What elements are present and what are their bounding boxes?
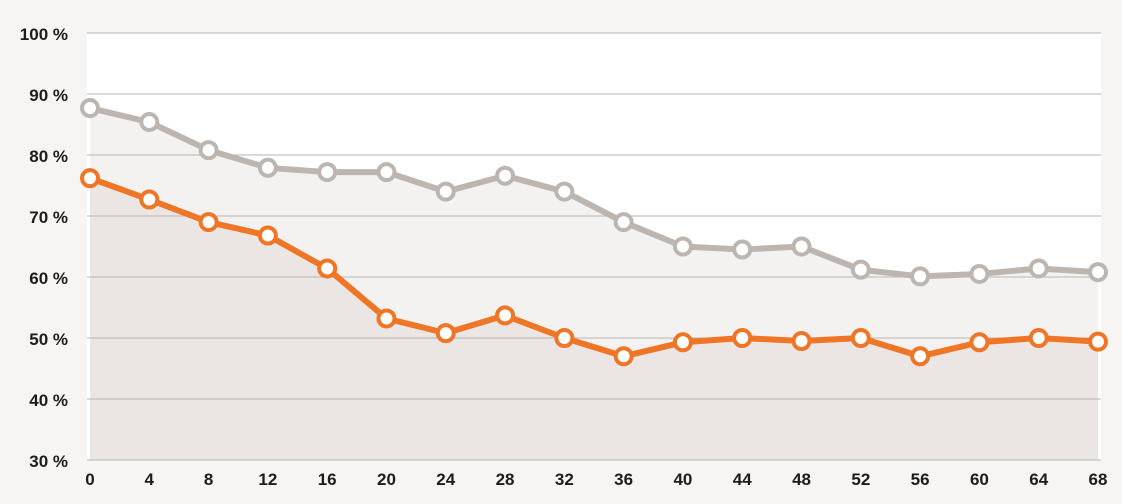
data-point-upper (317, 162, 338, 183)
x-tick-label: 64 (1029, 470, 1048, 489)
data-point-lower (613, 346, 634, 367)
data-point-upper (732, 239, 753, 260)
y-tick-label: 70 % (29, 208, 68, 227)
area-lower (90, 178, 1098, 460)
x-axis-tick-labels: 0 4 8 12 16 20 24 28 32 36 40 44 48 52 56 60 64 68 (85, 470, 1107, 489)
x-tick-label: 40 (673, 470, 692, 489)
data-point-upper (672, 236, 693, 257)
data-point-lower (376, 308, 397, 329)
data-point-upper (1088, 262, 1108, 283)
x-tick-label: 44 (733, 470, 752, 489)
x-tick-label: 32 (555, 470, 574, 489)
data-point-upper (257, 157, 278, 178)
series-markers (80, 98, 1108, 367)
data-point-upper (1028, 258, 1049, 279)
y-tick-label: 90 % (29, 86, 68, 105)
data-point-upper (910, 266, 931, 287)
data-point-lower (732, 328, 753, 348)
x-tick-label: 48 (792, 470, 811, 489)
y-tick-label: 40 % (29, 391, 68, 410)
data-point-upper (198, 140, 219, 161)
y-tick-label: 30 % (29, 452, 68, 471)
data-point-lower (317, 258, 338, 279)
x-tick-label: 36 (614, 470, 633, 489)
data-point-upper (80, 98, 100, 119)
data-point-upper (376, 162, 397, 183)
x-tick-label: 8 (204, 470, 213, 489)
data-point-lower (850, 328, 871, 348)
data-point-upper (435, 181, 456, 202)
data-point-upper (613, 212, 634, 233)
x-tick-label: 20 (377, 470, 396, 489)
data-point-upper (850, 259, 871, 280)
y-tick-label: 100 % (20, 25, 68, 44)
x-tick-label: 52 (851, 470, 870, 489)
series-line-lower (87, 175, 1101, 360)
y-tick-label: 50 % (29, 330, 68, 349)
y-tick-label: 60 % (29, 269, 68, 288)
data-point-lower (80, 168, 100, 189)
y-axis-tick-labels: 30 % 40 % 50 % 60 % 70 % 80 % 90 % 100 % (20, 25, 68, 471)
data-point-lower (435, 323, 456, 344)
data-point-upper (554, 181, 575, 202)
data-point-lower (672, 332, 693, 353)
data-point-lower (139, 189, 160, 210)
data-point-upper (791, 236, 812, 257)
data-point-lower (910, 346, 931, 367)
x-tick-label: 4 (145, 470, 155, 489)
x-tick-label: 12 (258, 470, 277, 489)
data-point-upper (139, 112, 160, 133)
x-tick-label: 16 (318, 470, 337, 489)
data-point-lower (1028, 328, 1049, 348)
data-point-upper (969, 263, 990, 284)
x-tick-label: 24 (436, 470, 455, 489)
data-point-lower (969, 332, 990, 353)
data-point-lower (198, 212, 219, 233)
data-point-lower (257, 225, 278, 246)
x-tick-label: 60 (970, 470, 989, 489)
data-point-upper (495, 165, 516, 186)
y-tick-label: 80 % (29, 147, 68, 166)
x-tick-label: 56 (911, 470, 930, 489)
data-point-lower (791, 331, 812, 352)
x-tick-label: 28 (496, 470, 515, 489)
gridlines (87, 32, 1101, 461)
area-fills (90, 108, 1098, 460)
data-point-lower (495, 305, 516, 326)
data-point-lower (554, 328, 575, 348)
x-tick-label: 0 (85, 470, 94, 489)
data-point-lower (1088, 331, 1108, 352)
x-tick-label: 68 (1089, 470, 1108, 489)
